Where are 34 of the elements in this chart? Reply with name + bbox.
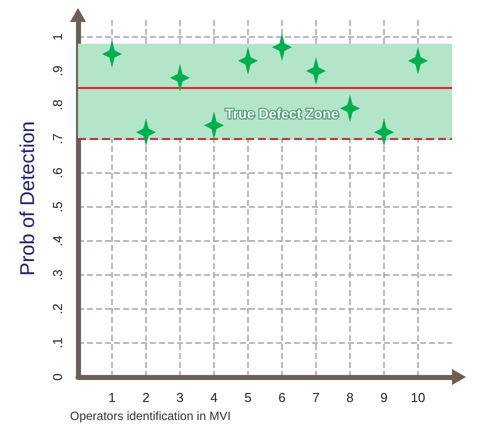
x-tick-label: 3: [176, 390, 184, 405]
point: [238, 46, 258, 75]
y-tick-label: .5: [50, 202, 65, 212]
y-tick-label: .9: [50, 66, 65, 76]
x-axis-title: Operators identification in MVI: [70, 409, 231, 423]
x-tick-label: 7: [312, 390, 320, 405]
x-tick-label: 4: [210, 390, 218, 405]
x-tick-label: 5: [244, 390, 252, 405]
point: [136, 118, 156, 146]
point: [102, 40, 122, 68]
point: [170, 64, 190, 92]
y-tick-label: .7: [50, 134, 65, 144]
x-tick-label: 8: [346, 390, 354, 405]
point: [374, 118, 394, 146]
point: [340, 94, 360, 122]
band-label: True Defect Zone: [225, 105, 339, 122]
y-tick-label: 0: [50, 373, 65, 381]
y-tick-label: 1: [50, 33, 65, 41]
x-tick-label: 2: [142, 390, 150, 405]
x-tick-label: 6: [278, 390, 286, 405]
y-tick-label: .6: [50, 168, 65, 178]
y-tick-label: .8: [50, 100, 65, 110]
point: [408, 46, 428, 75]
y-tick-label: .3: [50, 270, 65, 280]
y-tick-label: .2: [50, 304, 65, 314]
x-tick-label: 1: [108, 390, 116, 405]
y-tick-label: .1: [50, 338, 65, 348]
y-tick-label: .4: [50, 236, 65, 246]
point: [306, 57, 326, 85]
x-tick-label: 9: [380, 390, 388, 405]
point: [272, 33, 292, 62]
y-axis-title: Prob of Detection: [17, 121, 39, 276]
point: [204, 111, 224, 140]
x-tick-label: 10: [410, 390, 426, 405]
